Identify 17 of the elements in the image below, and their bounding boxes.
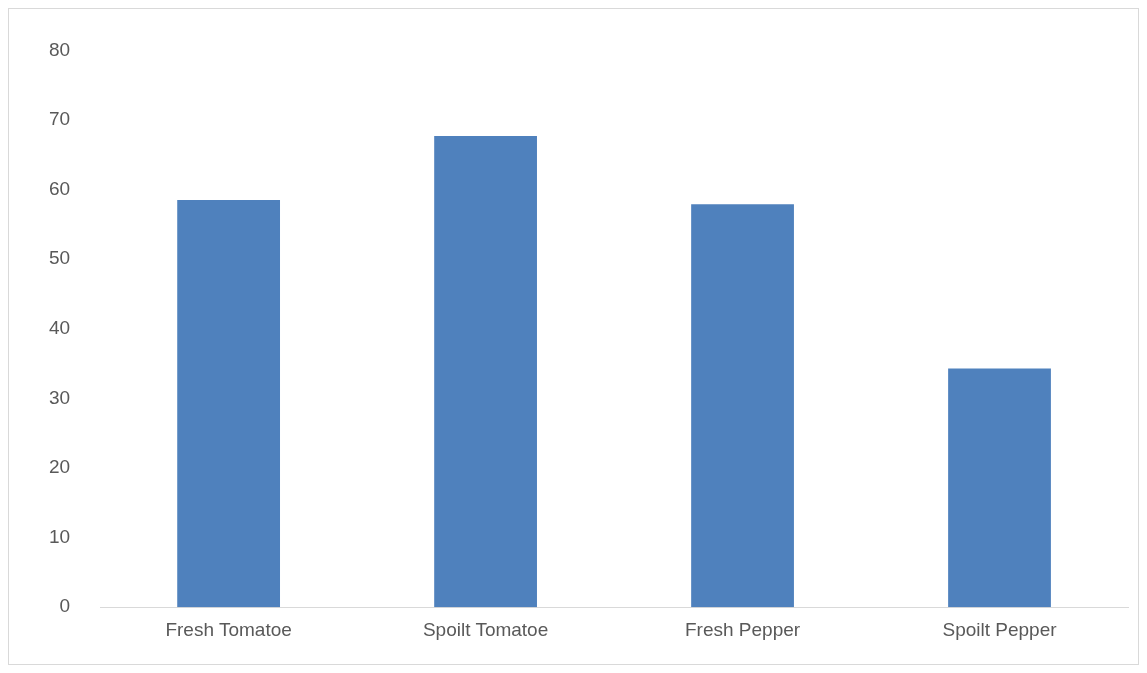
y-tick-label: 60 <box>48 177 71 199</box>
y-tick-label: 70 <box>48 108 71 130</box>
x-tick-label: Spoilt Tomatoe <box>422 618 549 640</box>
y-tick-label: 0 <box>59 595 71 617</box>
y-tick-label: 30 <box>48 386 71 408</box>
bar <box>434 136 537 608</box>
bar <box>691 204 794 608</box>
y-tick-label: 40 <box>48 317 71 339</box>
y-tick-label: 50 <box>48 247 71 269</box>
x-tick-label: Spoilt Pepper <box>942 618 1058 640</box>
bar <box>948 368 1051 608</box>
x-tick-label: Fresh Tomatoe <box>165 618 292 640</box>
y-tick-label: 80 <box>48 38 71 60</box>
x-tick-label: Fresh Pepper <box>684 618 801 640</box>
y-tick-label: 20 <box>48 456 71 478</box>
bar <box>177 200 281 608</box>
y-tick-label: 10 <box>48 525 71 547</box>
